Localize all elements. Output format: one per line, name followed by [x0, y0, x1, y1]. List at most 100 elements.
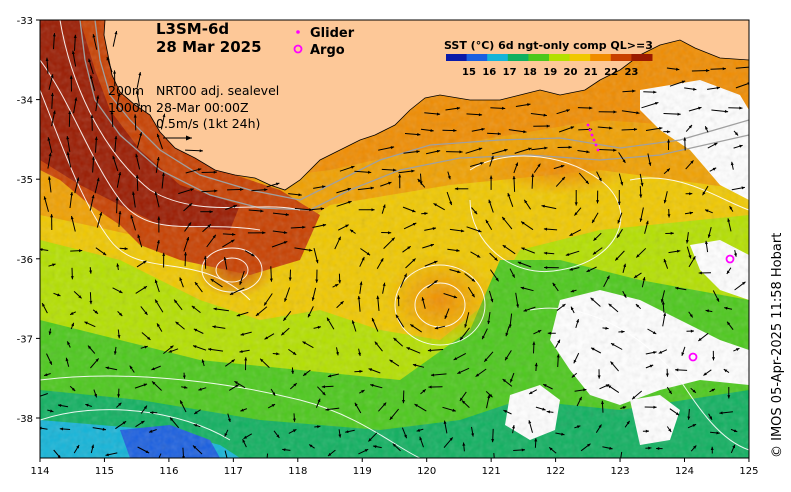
current-arrow-head [144, 345, 148, 349]
current-arrow-head [281, 332, 285, 336]
current-arrow-head [622, 406, 627, 410]
current-arrow-head [338, 434, 342, 438]
current-arrow-head [632, 396, 636, 400]
current-arrow-head [114, 135, 118, 140]
current-arrow-head [432, 227, 436, 231]
current-arrow-head [505, 332, 509, 337]
current-arrow-head [382, 204, 386, 208]
current-arrow-head [311, 297, 315, 301]
current-arrow-head [617, 201, 621, 205]
colorbar-segment [569, 54, 591, 61]
longitude-axis: 114 115 116 117 118 119 120 121 122 123 124 125 [30, 458, 758, 477]
current-arrow-head [676, 67, 680, 71]
current-arrow-head [571, 306, 574, 311]
current-arrow-head [52, 33, 56, 37]
current-arrow-head [656, 447, 660, 450]
current-arrow-head [285, 213, 289, 217]
current-arrow-head [240, 332, 244, 336]
current-arrow-head [242, 439, 246, 443]
current-arrow-head [57, 293, 61, 297]
colorbar-segment [446, 54, 468, 61]
current-arrow-head [255, 312, 260, 316]
current-arrow-head [510, 379, 513, 383]
current-arrow-head [135, 90, 139, 94]
current-arrow-head [434, 326, 439, 330]
current-arrow-head [543, 384, 547, 387]
current-arrow-head [117, 93, 121, 97]
current-arrow-head [675, 368, 679, 372]
glider-legend-label: Glider [310, 26, 355, 41]
current-arrow-head [677, 112, 681, 116]
plot-border [39, 19, 750, 459]
current-arrow-head [434, 260, 438, 264]
current-arrow-head [711, 357, 715, 361]
current-arrow-head [403, 273, 407, 278]
current-arrow-head [521, 448, 525, 452]
current-arrow-head [382, 282, 386, 287]
current-arrow-head [490, 155, 494, 160]
current-arrow-head [96, 177, 100, 182]
lon-tick-label: 119 [353, 466, 372, 477]
current-arrow-head [264, 302, 268, 306]
current-arrow-head [213, 307, 217, 311]
current-arrow-head [431, 373, 435, 377]
current-arrow-head [337, 236, 341, 241]
current-arrow-head [571, 374, 576, 378]
current-arrow-head [411, 169, 415, 173]
current-arrow-shaft [158, 453, 162, 458]
lon-tick-label: 117 [224, 466, 243, 477]
current-arrow-head [670, 231, 674, 235]
current-arrow-head [698, 337, 702, 341]
current-arrow-head [198, 387, 202, 391]
current-arrow-head [512, 176, 516, 180]
current-arrow-head [70, 216, 74, 220]
current-arrow-head [569, 267, 573, 271]
current-arrow-head [223, 257, 227, 261]
current-arrow-head [692, 256, 696, 260]
current-arrow-head [639, 194, 643, 198]
current-arrow-head [78, 295, 82, 299]
current-arrow-head [154, 279, 158, 284]
current-arrow-head [91, 194, 95, 199]
current-arrow-head [404, 434, 407, 439]
current-arrow-head [175, 321, 179, 325]
current-arrow-head [461, 400, 466, 404]
current-arrow-head [693, 87, 697, 91]
current-arrow-head [537, 330, 542, 333]
current-arrow-head [149, 429, 153, 433]
current-arrow-head [129, 365, 133, 369]
current-arrow-head [457, 370, 461, 374]
current-arrow-head [586, 150, 590, 154]
current-arrow-head [668, 390, 672, 394]
current-arrow-head [412, 223, 417, 226]
current-arrow-head [560, 164, 565, 168]
current-arrow-head [543, 113, 547, 117]
current-arrow-head [212, 325, 216, 329]
argo-float-2 [688, 352, 698, 362]
current-arrow-head [457, 270, 461, 274]
current-arrow-head [623, 294, 627, 298]
lat-tick-label: -33 [17, 16, 33, 27]
current-arrow-head [292, 429, 297, 433]
current-arrow-head [49, 361, 52, 365]
current-arrow-head [724, 109, 729, 113]
current-arrow-head [119, 290, 123, 293]
current-arrow-head [598, 424, 602, 428]
current-arrow-head [447, 175, 451, 180]
current-arrow-head [417, 132, 421, 136]
current-arrow-head [368, 368, 373, 372]
current-arrow-head [523, 308, 527, 312]
current-arrow-head [605, 326, 609, 330]
current-arrow-head [681, 80, 686, 84]
current-arrow-head [58, 404, 62, 407]
current-arrow-head [170, 345, 174, 349]
lat-tick-label: -36 [17, 255, 33, 266]
current-arrow-head [693, 445, 697, 449]
current-arrow-head [601, 400, 604, 405]
current-arrow-head [207, 224, 211, 228]
current-arrow-head [478, 147, 483, 151]
current-arrow-head [239, 350, 243, 353]
current-arrow-head [749, 66, 752, 69]
current-arrow-head [50, 92, 54, 97]
current-arrow-head [632, 89, 636, 93]
